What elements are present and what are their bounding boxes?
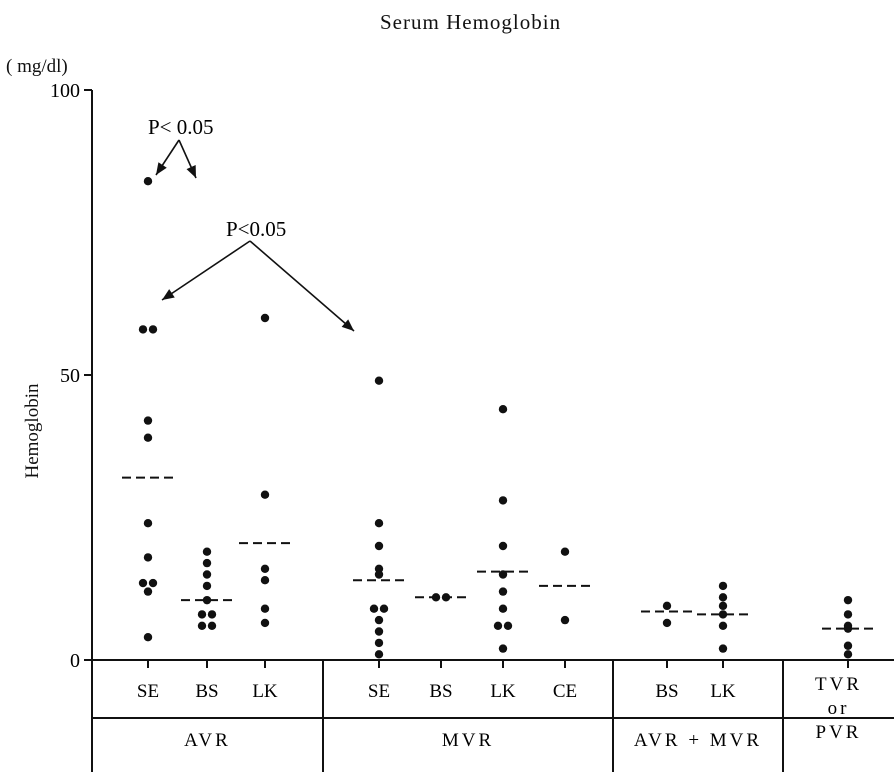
category-label: LK: [252, 681, 278, 702]
data-point: [493, 621, 503, 630]
data-point: [498, 405, 508, 414]
significance-label: P<0.05: [226, 217, 286, 241]
data-point: [374, 541, 384, 551]
significance-label: P< 0.05: [148, 115, 214, 139]
y-tick-label: 0: [70, 650, 80, 672]
data-point: [374, 638, 384, 648]
data-point: [498, 496, 508, 505]
group-dividers: [92, 660, 894, 772]
category-label: CE: [553, 681, 577, 702]
data-point: [843, 624, 853, 633]
data-point: [148, 325, 158, 334]
data-point: [843, 650, 853, 659]
arrow-head: [186, 165, 196, 178]
data-point: [560, 547, 570, 556]
data-point: [843, 595, 853, 605]
data-point: [143, 433, 153, 442]
axes: 0 50 100: [50, 80, 894, 772]
group-label: AVR: [184, 730, 231, 751]
data-point: [374, 650, 384, 659]
group-label: PVR: [816, 722, 862, 743]
y-tick-label: 50: [60, 365, 80, 387]
data-point: [503, 621, 513, 630]
data-point: [197, 610, 207, 619]
data-point: [498, 604, 508, 613]
category-label: LK: [490, 681, 516, 702]
data-point: [260, 564, 270, 573]
data-point: [143, 587, 153, 596]
data-point: [143, 519, 153, 528]
data-point: [138, 325, 148, 334]
data-point: [662, 601, 672, 611]
data-point: [843, 610, 853, 619]
data-point: [718, 610, 728, 619]
data-point: [560, 615, 570, 625]
mean-markers: [122, 476, 874, 630]
category-label: LK: [710, 681, 736, 702]
data-point: [260, 604, 270, 613]
group-label: MVR: [442, 730, 494, 751]
data-point: [143, 553, 153, 562]
data-point: [148, 578, 158, 588]
data-point: [374, 376, 384, 385]
data-point: [260, 618, 270, 628]
group-label: TVR: [815, 674, 862, 695]
significance-arrow: [249, 240, 355, 332]
data-point: [202, 547, 212, 556]
data-point: [718, 621, 728, 630]
category-label: SE: [137, 681, 159, 702]
data-point: [498, 644, 508, 653]
data-point: [202, 558, 212, 568]
data-point: [662, 618, 672, 628]
data-point: [718, 644, 728, 653]
data-point: [260, 313, 270, 323]
data-point: [498, 587, 508, 596]
category-label: BS: [195, 681, 218, 702]
arrow-head: [162, 289, 175, 300]
data-point: [374, 615, 384, 625]
significance-arrow: [161, 240, 251, 301]
chart-title: Serum Hemoglobin: [380, 10, 562, 34]
data-points: [138, 177, 853, 659]
annotations: P< 0.05 P<0.05: [148, 115, 355, 332]
data-point: [143, 416, 153, 425]
data-point: [143, 633, 153, 642]
data-point: [374, 627, 384, 636]
y-tick-label: 100: [50, 80, 80, 102]
data-point: [202, 581, 212, 591]
data-point: [374, 519, 384, 528]
arrow-head: [341, 319, 354, 331]
category-label: SE: [368, 681, 390, 702]
data-point: [202, 570, 212, 579]
data-point: [138, 578, 148, 588]
data-point: [143, 177, 153, 186]
data-point: [369, 604, 379, 613]
data-point: [718, 601, 728, 611]
data-point: [207, 621, 217, 630]
data-point: [197, 621, 207, 630]
data-point: [718, 593, 728, 602]
data-point: [202, 595, 212, 605]
data-point: [843, 641, 853, 650]
data-point: [379, 604, 389, 613]
data-point: [207, 610, 217, 619]
group-label: AVR + MVR: [634, 730, 762, 751]
category-label: BS: [655, 681, 678, 702]
data-point: [260, 490, 270, 499]
group-label: or: [828, 698, 850, 719]
category-label: BS: [429, 681, 452, 702]
data-point: [498, 541, 508, 551]
data-point: [374, 570, 384, 579]
data-point: [260, 576, 270, 585]
category-labels: AVR SE BS LK MVR SE BS LK CE AVR + MVR BS LK TVR or PV…: [137, 674, 862, 751]
y-axis-unit: ( mg/dl): [6, 56, 68, 77]
data-point: [718, 581, 728, 591]
arrow-head: [156, 162, 167, 175]
